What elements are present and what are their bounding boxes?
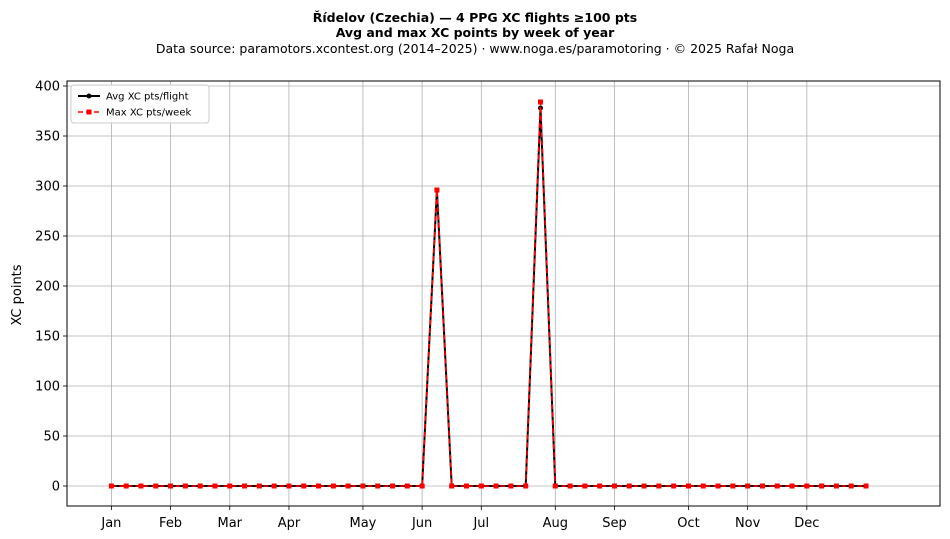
- y-tick-label: 200: [35, 280, 60, 295]
- point-max-xc-pts: [242, 483, 248, 489]
- y-tick-label: 100: [35, 380, 60, 395]
- point-max-xc-pts: [671, 483, 677, 489]
- point-max-xc-pts: [375, 483, 381, 489]
- point-max-xc-pts: [330, 483, 336, 489]
- point-max-xc-pts: [611, 483, 617, 489]
- point-max-xc-pts: [508, 483, 514, 489]
- grid-lines: [67, 81, 940, 506]
- point-max-xc-pts: [168, 483, 174, 489]
- legend: Avg XC pts/flight Max XC pts/week: [70, 84, 210, 124]
- point-max-xc-pts: [197, 483, 203, 489]
- x-tick-label: Apr: [278, 516, 301, 531]
- point-max-xc-pts: [256, 483, 262, 489]
- x-axis-ticks: Jan Feb Mar Apr May Jun Jul Aug Sep Oct Nov Dec: [100, 506, 819, 531]
- point-max-xc-pts: [819, 483, 825, 489]
- x-tick-label: Aug: [543, 516, 568, 531]
- x-tick-label: Jun: [411, 516, 432, 531]
- legend-marker-max: [86, 109, 92, 115]
- legend-label-avg: Avg XC pts/flight: [106, 92, 189, 103]
- y-tick-label: 0: [52, 480, 60, 495]
- x-tick-label: Sep: [602, 516, 627, 531]
- y-tick-label: 400: [35, 80, 60, 95]
- series-line-avg-xc-pts: [111, 107, 867, 487]
- point-max-xc-pts: [656, 483, 662, 489]
- point-max-xc-pts: [745, 483, 751, 489]
- point-max-xc-pts: [537, 99, 543, 105]
- x-tick-label: Jul: [472, 516, 489, 531]
- point-max-xc-pts: [700, 483, 706, 489]
- y-axis-label: XC points: [10, 264, 25, 325]
- point-max-xc-pts: [597, 483, 603, 489]
- x-tick-label: Mar: [217, 516, 242, 531]
- point-max-xc-pts: [316, 483, 322, 489]
- y-tick-label: 50: [43, 430, 60, 445]
- point-max-xc-pts: [626, 483, 632, 489]
- point-max-xc-pts: [390, 483, 396, 489]
- point-max-xc-pts: [153, 483, 159, 489]
- point-max-xc-pts: [804, 483, 810, 489]
- point-max-xc-pts: [301, 483, 307, 489]
- point-max-xc-pts: [715, 483, 721, 489]
- point-max-xc-pts: [212, 483, 218, 489]
- y-tick-label: 350: [35, 130, 60, 145]
- point-max-xc-pts: [404, 483, 410, 489]
- point-max-xc-pts: [478, 483, 484, 489]
- point-max-xc-pts: [449, 483, 455, 489]
- point-max-xc-pts: [685, 483, 691, 489]
- chart-title: Řídelov (Czechia) — 4 PPG XC flights ≥10…: [312, 10, 638, 25]
- legend-marker-avg: [86, 93, 92, 99]
- chart-subtitle: Avg and max XC points by week of year: [335, 25, 615, 40]
- data-series: [108, 99, 869, 489]
- x-tick-label: May: [349, 516, 376, 531]
- point-max-xc-pts: [523, 483, 529, 489]
- x-tick-label: Dec: [794, 516, 819, 531]
- data-source-line: Data source: paramotors.xcontest.org (20…: [155, 41, 795, 56]
- y-tick-label: 150: [35, 330, 60, 345]
- point-max-xc-pts: [493, 483, 499, 489]
- point-max-xc-pts: [227, 483, 233, 489]
- x-tick-label: Feb: [159, 516, 182, 531]
- legend-label-max: Max XC pts/week: [106, 108, 191, 119]
- point-max-xc-pts: [286, 483, 292, 489]
- point-max-xc-pts: [123, 483, 129, 489]
- point-max-xc-pts: [345, 483, 351, 489]
- point-max-xc-pts: [464, 483, 470, 489]
- point-max-xc-pts: [108, 483, 114, 489]
- point-max-xc-pts: [182, 483, 188, 489]
- x-tick-label: Jan: [100, 516, 121, 531]
- y-tick-label: 250: [35, 230, 60, 245]
- point-max-xc-pts: [789, 483, 795, 489]
- x-tick-label: Nov: [735, 516, 761, 531]
- legend-box: [70, 84, 210, 124]
- point-max-xc-pts: [138, 483, 144, 489]
- point-max-xc-pts: [419, 483, 425, 489]
- point-max-xc-pts: [582, 483, 588, 489]
- point-max-xc-pts: [271, 483, 277, 489]
- point-max-xc-pts: [552, 483, 558, 489]
- plot-frame: [66, 80, 941, 507]
- y-axis-ticks: 0 50 100 150 200 250 300 350 400: [35, 80, 67, 495]
- point-max-xc-pts: [730, 483, 736, 489]
- point-max-xc-pts: [360, 483, 366, 489]
- point-max-xc-pts: [641, 483, 647, 489]
- y-tick-label: 300: [35, 180, 60, 195]
- series-line-max-xc-pts: [111, 101, 867, 487]
- point-max-xc-pts: [848, 483, 854, 489]
- x-tick-label: Oct: [677, 516, 699, 531]
- point-max-xc-pts: [759, 483, 765, 489]
- chart-titles: Řídelov (Czechia) — 4 PPG XC flights ≥10…: [0, 10, 950, 57]
- point-max-xc-pts: [567, 483, 573, 489]
- point-max-xc-pts: [774, 483, 780, 489]
- point-max-xc-pts: [434, 187, 440, 193]
- point-max-xc-pts: [863, 483, 869, 489]
- point-max-xc-pts: [833, 483, 839, 489]
